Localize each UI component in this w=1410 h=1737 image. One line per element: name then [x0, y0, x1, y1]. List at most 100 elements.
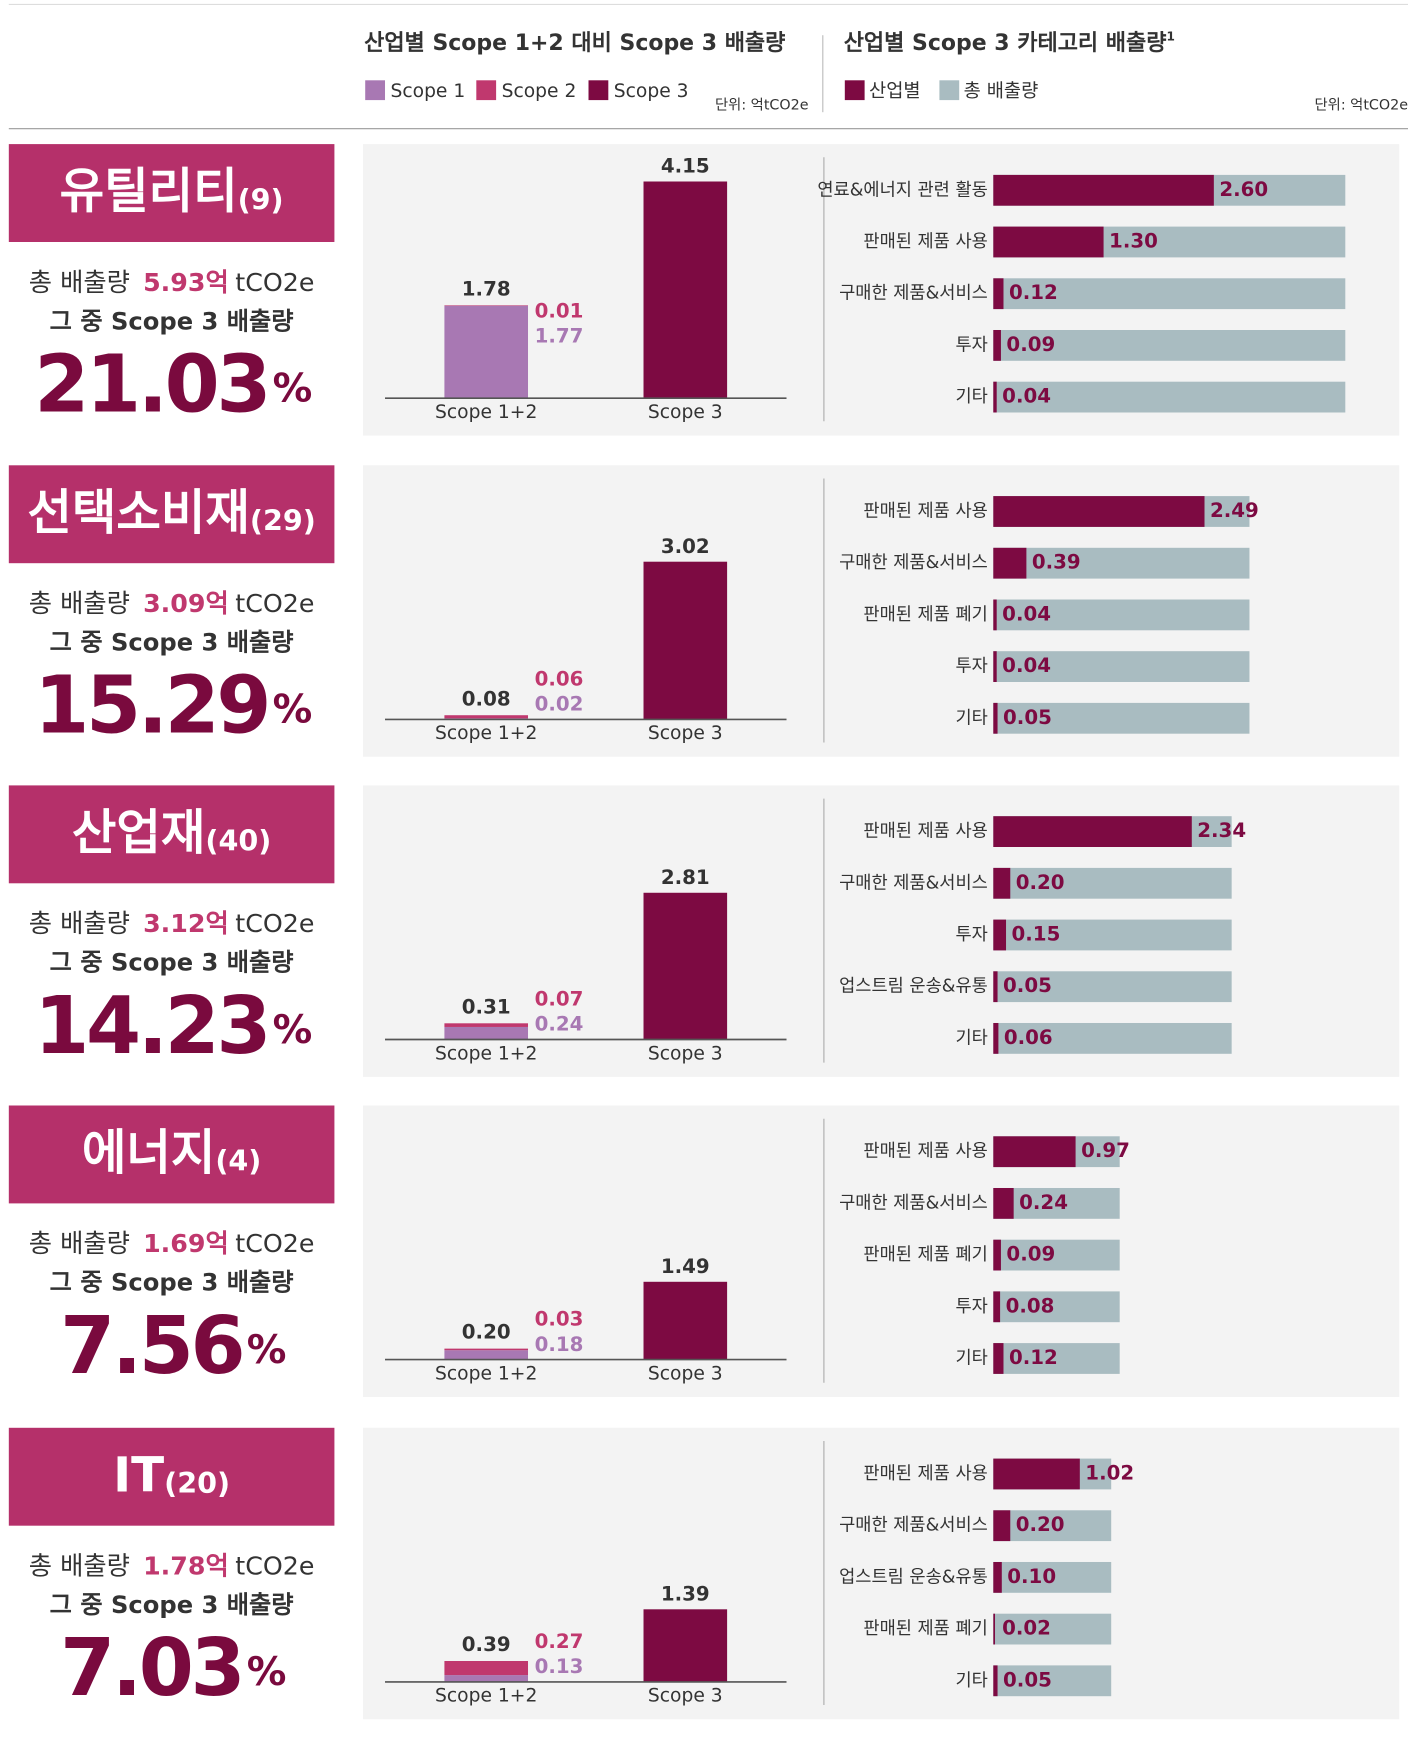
category-value: 0.04 [1002, 654, 1051, 677]
scope1-bar [444, 305, 529, 399]
share-unit: % [273, 365, 312, 411]
total-bar [993, 971, 1232, 1003]
category-label: 구매한 제품&서비스 [839, 873, 988, 893]
panel-bg [363, 1427, 1400, 1720]
total-value: 5.93억 [143, 268, 229, 297]
category-bar [993, 1291, 1001, 1323]
industry-title: 산업재(40) [72, 805, 271, 861]
left-title: 산업별 Scope 1+2 대비 Scope 3 배출량 [364, 31, 785, 56]
category-bar [993, 1458, 1080, 1490]
total-bar [993, 547, 1250, 579]
category-bar [993, 867, 1011, 899]
total-bar [993, 1343, 1120, 1374]
category-label: 구매한 제품&서비스 [839, 284, 988, 304]
x-tick-label: Scope 3 [648, 1363, 723, 1384]
scope2-bar [444, 1023, 529, 1027]
industry-name: IT [113, 1447, 164, 1503]
category-value: 0.39 [1032, 551, 1081, 574]
footnote-mark: 1 [1167, 29, 1175, 43]
category-bar [993, 971, 998, 1003]
category-bar [993, 702, 998, 734]
category-label: 구매한 제품&서비스 [839, 1193, 988, 1213]
category-bar [993, 816, 1192, 847]
scope3-label: 그 중 Scope 3 배출량 [50, 307, 294, 335]
total-label: 1.78 [462, 277, 511, 300]
category-value: 0.10 [1007, 1565, 1056, 1588]
industry-count: (20) [164, 1466, 230, 1500]
total-label: 총 배출량 [29, 268, 130, 297]
scope1-label: 0.18 [535, 1333, 584, 1356]
category-bar [993, 1022, 999, 1054]
category-value: 1.30 [1109, 229, 1158, 252]
total-unit: tCO2e [235, 268, 314, 297]
industry-title: 에너지(4) [82, 1125, 262, 1181]
scope1-label: 0.13 [535, 1655, 584, 1678]
category-label: 판매된 제품 사용 [863, 232, 987, 252]
category-bar [993, 329, 1001, 361]
category-label: 기타 [955, 708, 987, 728]
scope2-label: 0.06 [535, 667, 584, 690]
legend-label: Scope 2 [502, 81, 577, 102]
industry-title: 선택소비재(29) [27, 485, 315, 541]
category-bar [993, 599, 997, 631]
industry-name: 에너지 [82, 1125, 216, 1181]
industry-count: (40) [205, 824, 271, 858]
industry-name: 유틸리티 [60, 164, 238, 220]
scope2-bar [444, 305, 529, 306]
total-label: 0.31 [462, 995, 511, 1018]
scope3-label: 1.49 [661, 1255, 710, 1278]
category-value: 0.05 [1003, 706, 1052, 729]
scope1-label: 0.02 [535, 693, 584, 716]
total-line: 총 배출량 3.12억 tCO2e [29, 909, 315, 938]
total-bar [993, 1291, 1120, 1323]
category-value: 0.06 [1004, 1026, 1053, 1049]
share-unit: % [247, 1326, 286, 1372]
category-label: 기타 [955, 387, 987, 407]
scope3-label: 1.39 [661, 1583, 710, 1606]
scope3-label: 그 중 Scope 3 배출량 [50, 628, 294, 656]
total-label: 0.08 [462, 687, 511, 710]
category-label: 업스트림 운송&유통 [839, 1567, 988, 1587]
category-value: 0.05 [1003, 1668, 1052, 1691]
category-label: 기타 [955, 1028, 987, 1048]
total-bar [993, 599, 1250, 631]
share-value: 21.03 [34, 338, 268, 431]
share-value: 7.56 [60, 1299, 242, 1392]
legend-swatch [365, 80, 386, 101]
scope3-label: 3.02 [661, 535, 710, 558]
category-label: 판매된 제품 사용 [863, 501, 987, 521]
total-unit: tCO2e [235, 909, 314, 938]
category-value: 2.49 [1210, 499, 1259, 522]
category-value: 0.05 [1003, 974, 1052, 997]
industry-banner [8, 1105, 335, 1204]
share-unit: % [273, 1006, 312, 1052]
legend-label: 산업별 [869, 81, 921, 102]
scope2-label: 0.03 [535, 1307, 584, 1330]
scope2-bar [444, 1661, 529, 1676]
total-bar [993, 919, 1232, 951]
category-bar [993, 1561, 1002, 1593]
scope1-label: 0.24 [535, 1013, 584, 1036]
category-label: 투자 [955, 1297, 987, 1317]
category-value: 0.08 [1006, 1294, 1055, 1317]
industry-banner [8, 1427, 335, 1526]
category-value: 0.97 [1081, 1139, 1130, 1162]
x-tick-label: Scope 3 [648, 402, 723, 423]
share-line: 7.56% [60, 1299, 286, 1392]
right-title: 산업별 Scope 3 카테고리 배출량1 [844, 29, 1175, 56]
category-bar [993, 226, 1104, 258]
share-line: 7.03% [60, 1622, 286, 1715]
scope3-label: 그 중 Scope 3 배출량 [50, 949, 294, 977]
category-bar [993, 1187, 1014, 1219]
industry-count: (4) [215, 1144, 261, 1178]
total-label: 총 배출량 [29, 1551, 130, 1580]
industry-name: 선택소비재 [27, 485, 250, 541]
total-value: 1.78억 [143, 1551, 229, 1580]
category-value: 0.20 [1016, 871, 1065, 894]
legend-label: 총 배출량 [964, 81, 1039, 102]
x-tick-label: Scope 1+2 [435, 1043, 537, 1064]
share-value: 15.29 [34, 659, 268, 752]
unit-left: 단위: 억tCO2e [715, 97, 809, 114]
right-title-text: 산업별 Scope 3 카테고리 배출량 [844, 31, 1167, 56]
